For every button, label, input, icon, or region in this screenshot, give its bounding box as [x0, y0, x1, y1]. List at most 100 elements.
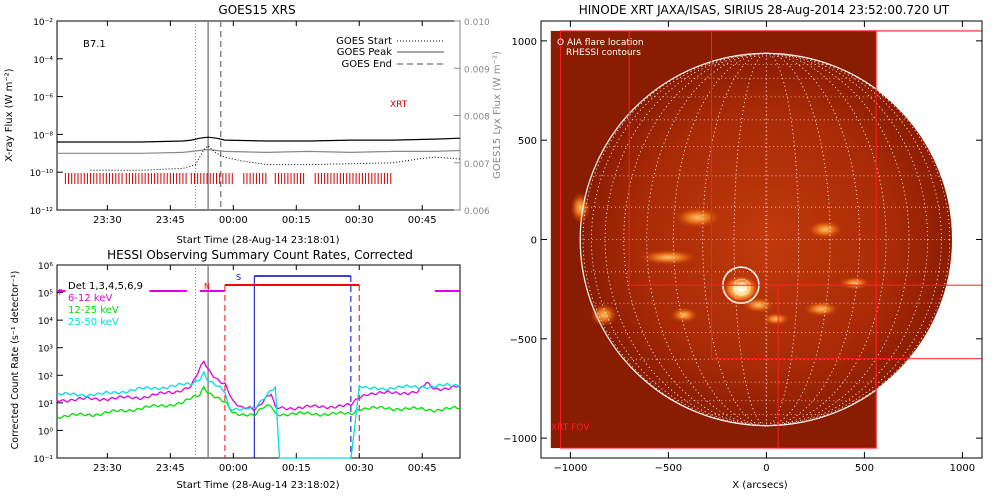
goes-y-label: X-ray Flux (W m⁻²) [4, 68, 15, 161]
goes-y-tick-label: 10⁻⁴ [33, 56, 53, 66]
active-region-4 [639, 249, 698, 266]
xrt-y-tick-label: −500 [510, 335, 537, 346]
xrt-legend-aia-label: AIA flare location [567, 38, 644, 48]
hessi-x-tick-label: 23:30 [93, 463, 122, 474]
goes-x-tick-label: 00:15 [282, 215, 311, 226]
active-region-7 [670, 307, 698, 323]
hessi-flag-f: F [58, 288, 63, 297]
hessi-series-2 [56, 370, 461, 459]
hessi-y-tick-label: 10⁰ [38, 427, 53, 437]
xrt-x-tick-label: 500 [855, 463, 874, 474]
hessi-y-ticks: 10⁻¹ 10⁰ 10¹ 10² 10³ 10⁴ 10⁵ 10⁶ [33, 262, 63, 465]
hessi-flag-n: N [204, 282, 210, 291]
xrt-y-tick-label: 0 [531, 236, 537, 247]
hessi-x-tick-label: 00:15 [282, 463, 311, 474]
hessi-y-tick-label: 10³ [38, 345, 53, 355]
goes-x-tick-label: 23:30 [93, 215, 122, 226]
goes-xrt-interval-1 [125, 173, 187, 184]
xrt-y-tick-label: 500 [518, 136, 537, 147]
hessi-y-tick-label: 10⁵ [38, 290, 53, 300]
goes-y2-tick-label: 0.007 [464, 160, 490, 170]
goes-y-tick-label: 10⁻⁶ [33, 94, 53, 104]
rhessi-contour-inner [737, 282, 747, 292]
goes-y2-tick-label: 0.010 [464, 18, 490, 28]
hessi-x-tick-label: 00:30 [345, 463, 374, 474]
hessi-det-label: Det 1,3,4,5,6,9 [68, 281, 143, 292]
hessi-y-tick-label: 10⁶ [38, 262, 53, 272]
xrt-x-tick-label: 0 [763, 463, 769, 474]
goes-class-label: B7.1 [83, 39, 106, 50]
hessi-x-label: Start Time (28-Aug-14 23:18:02) [176, 480, 339, 491]
goes-y-tick-label: 10⁻⁸ [33, 131, 53, 141]
goes-x-tick-label: 00:30 [345, 215, 374, 226]
goes-y2-ticks: 0.006 0.007 0.008 0.009 0.010 [454, 18, 490, 217]
goes-x-label: Start Time (28-Aug-14 23:18:01) [176, 235, 339, 246]
xrt-y-ticks: −1000 −500 0 500 1000 [503, 37, 982, 445]
goes-xrt-label: XRT [390, 100, 408, 110]
active-region-6 [838, 276, 871, 290]
hessi-legend: Det 1,3,4,5,6,9 6-12 keV 12-25 keV 25-50… [68, 281, 143, 328]
longitude-line [582, 52, 951, 427]
hessi-legend-12-25: 12-25 keV [68, 305, 119, 316]
goes-series-2 [90, 145, 461, 171]
xrt-image [550, 30, 982, 449]
xrt-legend: O AIA flare location RHESSI contours [557, 38, 644, 58]
goes-content [57, 21, 461, 210]
xrt-fov-box-3 [777, 284, 877, 449]
xrt-x-label: X (arcsecs) [732, 480, 788, 491]
hessi-series-1 [56, 385, 461, 420]
active-region-8 [762, 312, 790, 326]
hessi-series-0 [56, 360, 461, 412]
longitude-line [591, 52, 942, 427]
xrt-x-tick-label: 1000 [950, 463, 975, 474]
hessi-plot-frame [56, 264, 461, 459]
goes-xrt-interval-2 [190, 173, 233, 184]
goes-title: GOES15 XRS [218, 3, 295, 17]
hessi-y-tick-label: 10¹ [38, 400, 53, 410]
goes-x-tick-label: 00:45 [408, 215, 437, 226]
goes-xrt-interval-0 [64, 173, 123, 184]
xrt-fov-box-2 [711, 30, 982, 360]
active-region-5 [803, 301, 839, 317]
hessi-x-ticks: 23:30 23:45 00:00 00:15 00:30 00:45 [93, 265, 437, 474]
goes-xrt-interval-3 [243, 173, 267, 184]
hessi-flag-s: S [236, 273, 241, 282]
goes-y-ticks: 10⁻¹² 10⁻¹⁰ 10⁻⁸ 10⁻⁶ 10⁻⁴ 10⁻² [30, 18, 63, 217]
hessi-y-tick-label: 10⁴ [38, 317, 53, 327]
goes-y2-tick-label: 0.006 [464, 207, 490, 217]
xrt-legend-aia: O AIA flare location [557, 38, 644, 48]
active-region-0 [590, 303, 618, 327]
goes-y-tick-label: 10⁻¹⁰ [30, 169, 54, 179]
goes-legend-end: GOES End [342, 59, 392, 70]
goes-xrt-interval-5 [314, 173, 392, 184]
xrt-x-tick-label: −1000 [553, 463, 587, 474]
goes-x-tick-label: 23:45 [156, 215, 185, 226]
hessi-panel: HESSI Observing Summary Count Rates, Cor… [10, 248, 461, 491]
active-region-9 [742, 297, 775, 313]
hessi-x-tick-label: 23:45 [156, 463, 185, 474]
hessi-content [56, 265, 461, 459]
xrt-y-tick-label: −1000 [503, 434, 537, 445]
xrt-y-tick-label: 1000 [512, 37, 537, 48]
hessi-x-tick-label: 00:45 [408, 463, 437, 474]
longitude-line [604, 52, 929, 427]
goes-xrt-interval-4 [274, 173, 305, 184]
goes-y2-tick-label: 0.009 [464, 65, 490, 75]
goes-legend-peak: GOES Peak [337, 47, 392, 58]
xrt-fov-label: XRT FOV [551, 423, 590, 433]
xrt-x-tick-label: −500 [655, 463, 682, 474]
hessi-y-tick-label: 10² [38, 372, 53, 382]
hessi-y-tick-label: 10⁻¹ [33, 455, 53, 465]
goes-panel: GOES15 XRS 23:30 23:45 00:00 00:15 00:30 00:4… [4, 3, 503, 246]
hessi-y-label: Corrected Count Rate (s⁻¹ detector⁻¹) [10, 271, 21, 450]
limb-circle [579, 52, 954, 427]
xrt-x-ticks: −1000 −500 0 500 1000 [553, 21, 975, 474]
active-region-3 [807, 220, 843, 239]
goes-legend-start: GOES Start [336, 36, 392, 47]
active-region-1 [570, 192, 590, 224]
goes-y-tick-label: 10⁻² [33, 18, 53, 28]
goes-x-tick-label: 00:00 [219, 215, 248, 226]
longitude-line [765, 52, 768, 427]
goes-legend: GOES Start GOES Peak GOES End [336, 36, 444, 70]
